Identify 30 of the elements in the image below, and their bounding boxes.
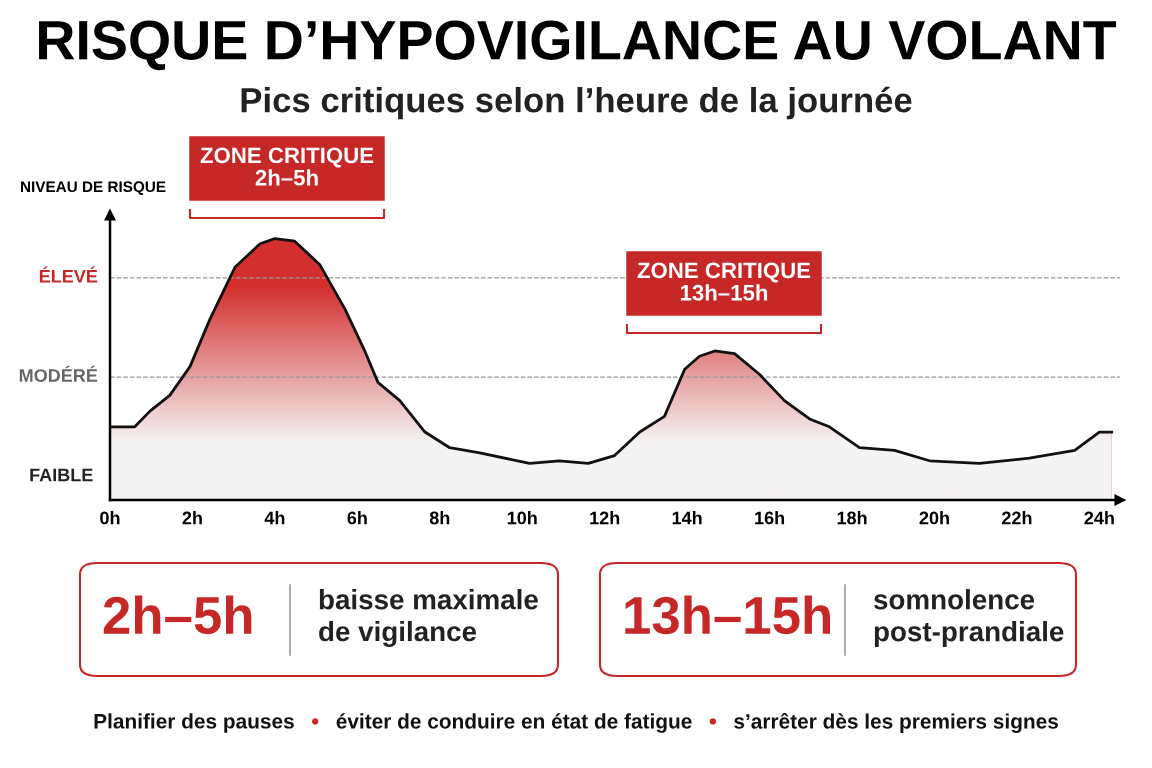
text: ZONE CRITIQUE 2h–5h bbox=[200, 147, 374, 186]
text: Planifier des pauses bbox=[94, 713, 294, 733]
text: éviter de conduire en état de fatigue bbox=[336, 713, 692, 733]
x-tick-label: 0h bbox=[100, 511, 120, 525]
y-axis-title: NIVEAU DE RISQUE bbox=[21, 181, 166, 195]
x-tick-label: 22h bbox=[1002, 511, 1032, 525]
ref-line-label: MODÉRÉ bbox=[19, 365, 98, 382]
text: s’arrêter dès les premiers signes bbox=[734, 713, 1058, 733]
text: 13h–15h bbox=[625, 595, 830, 635]
text: somnolence post-prandiale bbox=[873, 589, 1064, 647]
chart-subtitle: Pics critiques selon l’heure de la journée bbox=[241, 86, 912, 120]
annotation: FAIBLE bbox=[30, 468, 93, 482]
x-tick-label: 24h bbox=[1084, 511, 1114, 525]
x-tick-label: 10h bbox=[507, 511, 537, 525]
chart-title: RISQUE D’HYPOVIGILANCE AU VOLANT bbox=[39, 20, 1117, 71]
x-tick-label: 4h bbox=[264, 511, 285, 525]
x-tick-label: 12h bbox=[590, 511, 620, 525]
text: 2h–5h bbox=[103, 595, 252, 635]
x-tick-label: 20h bbox=[919, 511, 949, 525]
x-tick-label: 18h bbox=[837, 511, 867, 525]
x-tick-label: 14h bbox=[672, 511, 702, 525]
x-tick-label: 8h bbox=[429, 511, 450, 525]
x-tick-label: 2h bbox=[182, 511, 202, 525]
text: • bbox=[312, 718, 319, 725]
x-tick-label: 16h bbox=[755, 511, 785, 525]
ref-line-label: ÉLEVÉ bbox=[39, 266, 98, 283]
text: • bbox=[709, 718, 717, 725]
text: baisse maximale de vigilance bbox=[319, 589, 538, 647]
x-tick-label: 6h bbox=[347, 511, 367, 525]
annotation: ZONE CRITIQUE 13h–15h bbox=[637, 262, 811, 301]
